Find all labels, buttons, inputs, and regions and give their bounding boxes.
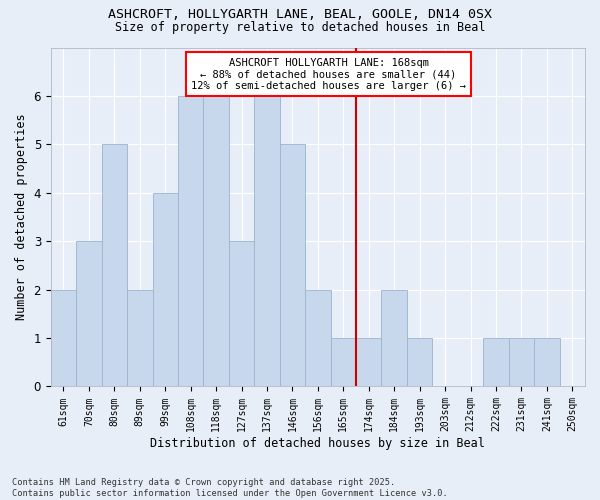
Bar — [127, 290, 152, 386]
Bar — [152, 193, 178, 386]
Bar — [203, 96, 229, 386]
X-axis label: Distribution of detached houses by size in Beal: Distribution of detached houses by size … — [151, 437, 485, 450]
Bar — [509, 338, 534, 386]
Bar — [51, 290, 76, 386]
Bar — [407, 338, 433, 386]
Bar — [305, 290, 331, 386]
Bar — [178, 96, 203, 386]
Bar — [101, 144, 127, 386]
Bar — [280, 144, 305, 386]
Bar — [76, 241, 101, 386]
Bar — [229, 241, 254, 386]
Bar — [356, 338, 382, 386]
Text: ASHCROFT, HOLLYGARTH LANE, BEAL, GOOLE, DN14 0SX: ASHCROFT, HOLLYGARTH LANE, BEAL, GOOLE, … — [108, 8, 492, 20]
Bar — [254, 96, 280, 386]
Text: Size of property relative to detached houses in Beal: Size of property relative to detached ho… — [115, 21, 485, 34]
Y-axis label: Number of detached properties: Number of detached properties — [15, 114, 28, 320]
Text: Contains HM Land Registry data © Crown copyright and database right 2025.
Contai: Contains HM Land Registry data © Crown c… — [12, 478, 448, 498]
Bar — [331, 338, 356, 386]
Text: ASHCROFT HOLLYGARTH LANE: 168sqm
← 88% of detached houses are smaller (44)
12% o: ASHCROFT HOLLYGARTH LANE: 168sqm ← 88% o… — [191, 58, 466, 91]
Bar — [382, 290, 407, 386]
Bar — [534, 338, 560, 386]
Bar — [483, 338, 509, 386]
